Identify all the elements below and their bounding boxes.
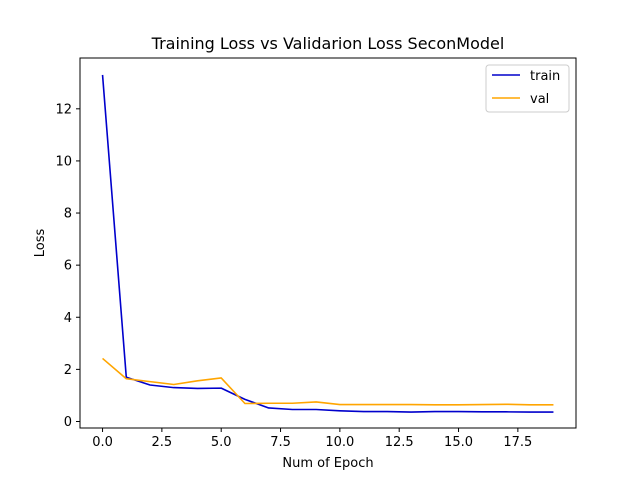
x-axis-title: Num of Epoch <box>282 456 373 471</box>
x-tick-label: 12.5 <box>385 435 414 450</box>
series-line-val <box>102 357 554 406</box>
x-tick-label: 15.0 <box>444 435 473 450</box>
x-tick-label: 0.0 <box>92 435 113 450</box>
legend-box <box>485 64 570 113</box>
y-tick-label: 12 <box>55 102 72 117</box>
y-tick-label: 4 <box>64 311 72 326</box>
plot-lines <box>101 74 554 413</box>
axes-frame <box>79 57 577 429</box>
legend-label-val: val <box>530 92 549 107</box>
x-tick-label: 17.5 <box>503 435 532 450</box>
y-axis-ticks: 0 2 4 6 8 10 12 <box>55 102 80 430</box>
x-tick-label: 5.0 <box>211 435 232 450</box>
series-line-train <box>101 74 554 413</box>
y-tick-label: 8 <box>64 207 72 222</box>
x-tick-label: 7.5 <box>270 435 291 450</box>
y-tick-label: 2 <box>64 363 72 378</box>
legend-label-train: train <box>530 69 560 84</box>
x-axis-ticks: 0.0 2.5 5.0 7.5 10.0 12.5 15.0 17.5 <box>92 428 532 450</box>
y-tick-label: 0 <box>64 415 72 430</box>
x-tick-label: 2.5 <box>152 435 173 450</box>
legend: train val <box>485 64 570 113</box>
y-tick-label: 6 <box>64 259 72 274</box>
y-tick-label: 10 <box>55 154 72 169</box>
x-tick-label: 10.0 <box>325 435 354 450</box>
chart-title: Training Loss vs Validarion Loss SeconMo… <box>151 34 505 53</box>
y-axis-title: Loss <box>33 229 48 258</box>
